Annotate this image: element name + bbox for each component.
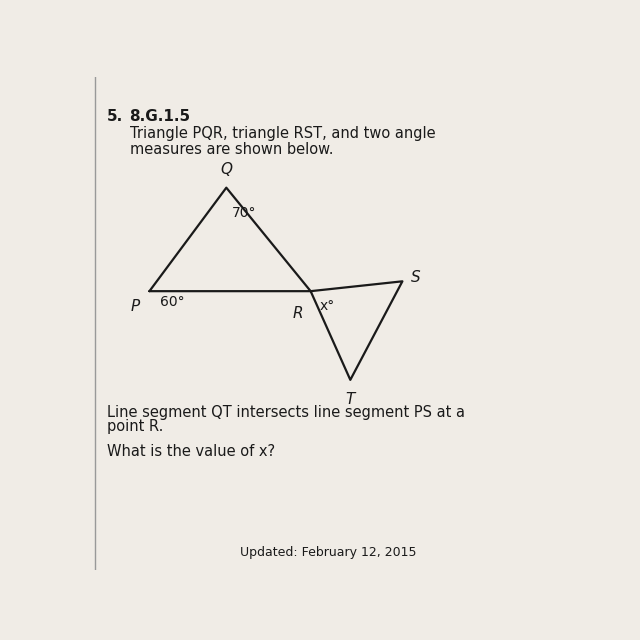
Text: 60°: 60° xyxy=(161,295,185,309)
Text: 5.: 5. xyxy=(108,109,124,124)
Text: Triangle PQR, triangle RST, and two angle: Triangle PQR, triangle RST, and two angl… xyxy=(129,126,435,141)
Text: Line segment QT intersects line segment PS at a: Line segment QT intersects line segment … xyxy=(108,404,465,419)
Text: point R.: point R. xyxy=(108,419,164,435)
Text: 8.G.1.5: 8.G.1.5 xyxy=(129,109,191,124)
Text: P: P xyxy=(131,298,140,314)
Text: Q: Q xyxy=(220,162,232,177)
Text: R: R xyxy=(292,306,303,321)
Text: 70°: 70° xyxy=(232,207,257,220)
Text: T: T xyxy=(346,392,355,407)
Text: Updated: February 12, 2015: Updated: February 12, 2015 xyxy=(240,546,416,559)
Text: x°: x° xyxy=(319,298,335,312)
Text: measures are shown below.: measures are shown below. xyxy=(129,142,333,157)
Text: What is the value of x?: What is the value of x? xyxy=(108,444,275,459)
Text: S: S xyxy=(412,270,421,285)
